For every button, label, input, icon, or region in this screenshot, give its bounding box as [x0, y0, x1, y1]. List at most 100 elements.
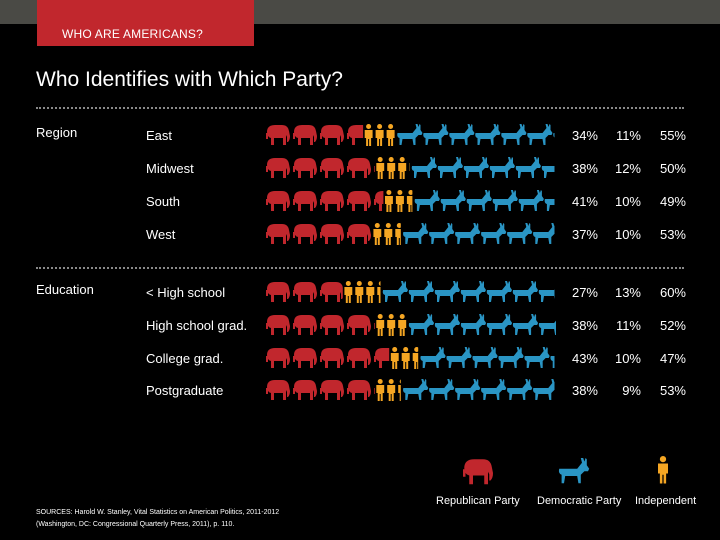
elephant-icon — [266, 380, 290, 400]
donkey-icon — [481, 379, 507, 400]
section-tab[interactable]: WHO ARE AMERICANS? — [37, 0, 254, 46]
donkey-icon — [414, 190, 440, 211]
pct-label-independent: 11% — [615, 318, 641, 333]
pictograph-segment-republican — [266, 282, 343, 302]
pct-label-democratic: 60% — [659, 285, 686, 300]
pct-label-democratic: 53% — [659, 383, 686, 398]
donkey-icon — [518, 190, 544, 211]
pct-label-democratic: 47% — [659, 351, 686, 366]
elephant-icon — [320, 315, 344, 335]
pct-label-republican: 43% — [571, 351, 598, 366]
donkey-icon — [544, 199, 555, 211]
person-icon — [376, 379, 385, 401]
donkey-icon — [533, 379, 555, 400]
group-label: Region — [36, 125, 78, 140]
pictograph-segment-republican — [266, 224, 371, 244]
person-icon — [398, 157, 407, 179]
donkey-icon — [382, 281, 408, 302]
sources-line-2: (Washington, DC: Congressional Quarterly… — [36, 521, 235, 528]
elephant-icon — [266, 224, 290, 244]
elephant-icon — [266, 282, 290, 302]
donkey-icon — [460, 281, 486, 302]
pictograph-segment-republican — [266, 315, 375, 335]
pct-label-republican: 38% — [571, 161, 598, 176]
donkey-icon — [437, 157, 463, 178]
donkey-icon — [527, 124, 553, 145]
divider-top — [36, 107, 684, 109]
legend-label-democratic: Democratic Party — [537, 495, 622, 507]
donkey-icon — [460, 314, 487, 335]
pictograph-row — [266, 379, 555, 401]
donkey-icon — [558, 458, 590, 484]
elephant-icon — [320, 282, 343, 302]
donkey-icon — [429, 379, 455, 400]
elephant-icon — [320, 224, 344, 244]
group-label: Education — [36, 282, 94, 297]
pct-label-independent: 13% — [614, 285, 641, 300]
pct-label-republican: 27% — [571, 285, 598, 300]
pictograph-segment-republican — [266, 191, 384, 211]
donkey-icon — [498, 347, 524, 368]
elephant-icon — [463, 459, 493, 485]
pictograph-segment-republican — [266, 158, 375, 178]
pictograph-segment-independent — [384, 190, 413, 212]
person-icon — [377, 281, 381, 303]
elephant-icon — [293, 348, 317, 368]
pictograph-segment-democratic — [414, 190, 555, 211]
person-icon — [658, 456, 668, 484]
donkey-icon — [524, 347, 550, 368]
elephant-icon — [293, 315, 317, 335]
person-icon — [387, 379, 396, 401]
donkey-icon — [423, 124, 449, 145]
person-icon — [387, 157, 396, 179]
elephant-icon — [347, 191, 371, 211]
row-label: East — [146, 128, 173, 143]
pct-label-republican: 38% — [571, 383, 598, 398]
pct-label-republican: 38% — [571, 318, 598, 333]
elephant-icon — [374, 166, 375, 172]
elephant-icon — [266, 125, 290, 145]
pct-label-democratic: 50% — [659, 161, 686, 176]
donkey-icon — [492, 190, 518, 211]
donkey-icon — [486, 281, 512, 302]
person-icon — [373, 223, 382, 245]
elephant-icon — [320, 348, 344, 368]
person-icon — [401, 347, 410, 369]
donkey-icon — [501, 124, 527, 145]
row-label: College grad. — [146, 351, 224, 366]
person-icon — [376, 157, 385, 179]
donkey-icon — [408, 314, 435, 335]
elephant-icon — [320, 191, 344, 211]
donkey-icon — [411, 157, 437, 178]
donkey-icon — [489, 157, 515, 178]
donkey-icon — [403, 223, 429, 244]
elephant-icon — [293, 125, 317, 145]
elephant-icon — [293, 158, 317, 178]
pictograph-segment-democratic — [397, 124, 555, 145]
donkey-icon — [449, 124, 475, 145]
pictograph-segment-independent — [376, 314, 407, 336]
elephant-icon — [293, 380, 317, 400]
elephant-icon — [374, 348, 390, 368]
person-icon — [366, 281, 375, 303]
row-label: West — [146, 227, 176, 242]
donkey-icon — [486, 314, 513, 335]
donkey-icon — [515, 157, 541, 178]
donkey-icon — [463, 157, 489, 178]
pct-label-independent: 9% — [622, 383, 641, 398]
donkey-icon — [507, 223, 533, 244]
pictograph-segment-independent — [390, 347, 419, 369]
chart-title: Who Identifies with Which Party? — [36, 68, 343, 91]
person-icon — [412, 347, 419, 369]
elephant-icon — [293, 224, 317, 244]
donkey-icon — [434, 281, 460, 302]
pictograph-segment-republican — [266, 348, 390, 368]
elephant-icon — [266, 315, 290, 335]
elephant-icon — [347, 315, 371, 335]
legend-label-republican: Republican Party — [436, 495, 520, 507]
pct-label-independent: 12% — [614, 161, 641, 176]
donkey-icon — [429, 223, 455, 244]
row-label: < High school — [146, 285, 226, 300]
donkey-icon — [538, 320, 556, 335]
donkey-icon — [420, 347, 446, 368]
